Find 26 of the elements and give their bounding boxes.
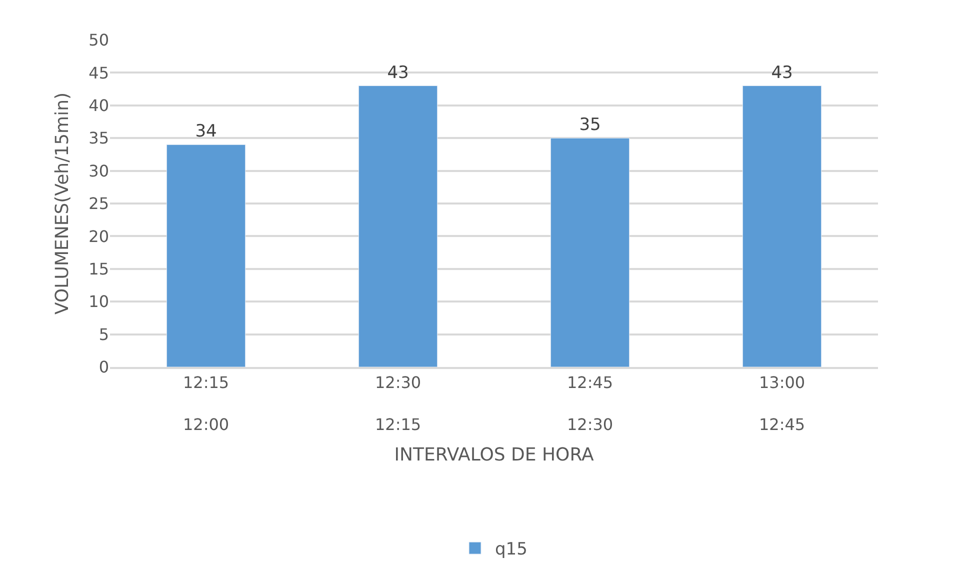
- y-axis-title: VOLUMENES(Veh/15min): [52, 92, 73, 314]
- category-label: 12:30 12:15: [374, 373, 422, 434]
- category-label: 12:45 12:30: [566, 373, 614, 434]
- y-tick-label: 20: [88, 226, 109, 246]
- category-label: 12:15 12:00: [182, 373, 230, 434]
- bar: [358, 86, 438, 367]
- y-tick-label: 15: [88, 260, 109, 278]
- data-label: 43: [387, 62, 409, 83]
- data-label: 35: [579, 115, 601, 136]
- x-axis-title: INTERVALOS DE HORA: [394, 444, 594, 466]
- y-tick-label: 45: [88, 63, 109, 82]
- legend-label: q15: [495, 540, 528, 560]
- y-tick-label: 50: [88, 30, 109, 50]
- data-label: 43: [771, 62, 793, 83]
- y-tick-label: 5: [98, 324, 109, 344]
- category-label: 13:00 12:45: [758, 373, 806, 434]
- y-tick-label: 35: [88, 128, 109, 148]
- y-tick-label: 0: [98, 358, 109, 377]
- y-tick-label: 10: [88, 292, 109, 312]
- y-tick-label: 40: [88, 96, 109, 115]
- y-tick-label: 25: [88, 194, 109, 214]
- bar: [166, 144, 246, 367]
- bar: [742, 86, 822, 367]
- data-label: 34: [195, 122, 217, 142]
- bar: [550, 138, 630, 367]
- y-tick-label: 30: [88, 161, 109, 180]
